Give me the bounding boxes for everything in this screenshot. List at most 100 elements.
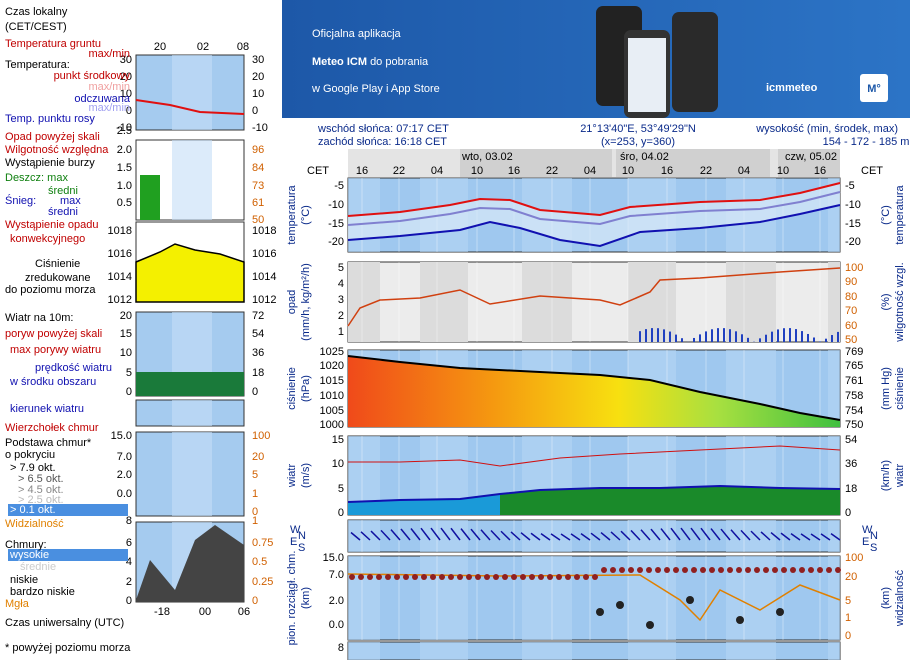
y-tick-label: 5: [338, 483, 344, 495]
wind-line: [347, 484, 841, 503]
cloud-dot: [556, 574, 562, 580]
mini-tick2: 10: [252, 88, 264, 100]
elevation: 154 - 172 - 185 m: [823, 136, 910, 148]
y-tick-label: 1005: [320, 405, 344, 417]
mini-tick: 1.0: [117, 180, 132, 192]
cloud-dot: [583, 574, 589, 580]
y-tick-label: 8: [338, 642, 344, 654]
y2-tick-label: 750: [845, 419, 863, 431]
legend-item: max: [60, 195, 81, 207]
wind-arrow: [660, 528, 671, 541]
wind-arrow: [360, 531, 371, 541]
mini-tick2: 84: [252, 162, 264, 174]
cloud-dot: [646, 621, 654, 629]
wind-arrow: [630, 529, 641, 541]
wind-arrow: [820, 533, 831, 541]
night-band: [828, 262, 840, 342]
sunset: zachód słońca: 16:18 CET: [318, 136, 447, 148]
cloud-dot: [655, 567, 661, 573]
y-tick-label: 4: [338, 278, 344, 290]
cloud-dot: [592, 574, 598, 580]
cloud-dot: [439, 574, 445, 580]
legend-item: niskie: [10, 574, 38, 586]
cloud-dot: [709, 567, 715, 573]
y2-tick-label: 758: [845, 390, 863, 402]
mini-tick: 0: [126, 386, 132, 398]
cloud-dot: [718, 567, 724, 573]
cloud-dot: [376, 574, 382, 580]
y2-tick-label: -20: [845, 236, 861, 248]
mini-tick2: 96: [252, 144, 264, 156]
mini-tick: 10: [120, 347, 132, 359]
y2-tick-label: 50: [845, 334, 857, 346]
banner-text: w Google Play i App Store: [311, 83, 440, 95]
mini-tick: 2.0: [117, 469, 132, 481]
wind-arrow: [560, 533, 571, 541]
axis-label: (km): [300, 587, 312, 609]
cloud-dot: [682, 567, 688, 573]
legend-item: max/min: [88, 81, 130, 93]
day-band: [778, 149, 840, 177]
cloud-dot: [475, 574, 481, 580]
legend-item: Temp. punktu rosy: [5, 113, 95, 125]
y-tick-label: -15: [328, 218, 344, 230]
y2-tick-label: 18: [845, 483, 857, 495]
y-tick-label: 0: [338, 507, 344, 519]
y2-tick-label: -15: [845, 218, 861, 230]
mini-tick2: 72: [252, 310, 264, 322]
zone-label: CET: [307, 165, 329, 177]
cloud-dot: [385, 574, 391, 580]
mini-tick: 0.0: [117, 488, 132, 500]
legend-item: średnie: [20, 561, 56, 573]
wind-arrow: [550, 533, 561, 541]
legend-item: Czas uniwersalny (UTC): [5, 617, 124, 629]
wind-arrow: [610, 531, 621, 541]
mini-clouds: [136, 525, 244, 602]
legend-item: Widzialność: [5, 518, 64, 530]
cloud-dot: [646, 567, 652, 573]
legend-item: odczuwana: [74, 93, 131, 105]
y-tick-label: 10: [332, 458, 344, 470]
wind-arrow: [650, 528, 661, 541]
hour-label: 10: [471, 165, 483, 177]
cloud-dot: [430, 574, 436, 580]
mini-tick2: 1: [252, 488, 258, 500]
hour-label: 10: [622, 165, 634, 177]
axis-label: (°C): [880, 205, 892, 225]
mini-tick: 0: [126, 105, 132, 117]
hour-label: 16: [508, 165, 520, 177]
wind-arrow: [480, 529, 491, 541]
legend-item: > 6.5 okt.: [18, 473, 64, 485]
y-tick-label: -20: [328, 236, 344, 248]
temp-line: [347, 182, 841, 217]
mini-tick: 5: [126, 367, 132, 379]
elevation-label: wysokość (min, środek, max): [755, 123, 898, 135]
mini-tick2: 54: [252, 328, 264, 340]
axis-label: widzialność: [894, 569, 906, 627]
cloud-dot: [502, 574, 508, 580]
mini-tick: 8: [126, 515, 132, 527]
legend-item: max/min: [88, 102, 130, 114]
night-band: [420, 262, 468, 342]
wind-arrow: [520, 532, 531, 541]
night-band: [348, 520, 380, 552]
y-tick-label: 15: [332, 434, 344, 446]
mini-tick2: 0.5: [252, 556, 267, 568]
mini-tick2: 61: [252, 197, 264, 209]
legend-item: zredukowane: [25, 272, 90, 284]
cloud-dot: [763, 567, 769, 573]
y-tick-label: 15.0: [323, 552, 344, 564]
y2-tick-label: 765: [845, 360, 863, 372]
y2-tick-label: 54: [845, 434, 857, 446]
cloud-dot: [448, 574, 454, 580]
cloud-dot: [808, 567, 814, 573]
wind-arrow: [590, 532, 601, 541]
y2-tick-label: 60: [845, 320, 857, 332]
legend-item: > 2.5 okt.: [18, 494, 64, 506]
mini-tick: 1014: [108, 271, 132, 283]
legend-item: max porywy wiatru: [10, 344, 101, 356]
cloud-dot: [736, 567, 742, 573]
night-band: [420, 642, 468, 660]
legend-item: konwekcyjnego: [10, 233, 85, 245]
y2-tick-label: 769: [845, 346, 863, 358]
